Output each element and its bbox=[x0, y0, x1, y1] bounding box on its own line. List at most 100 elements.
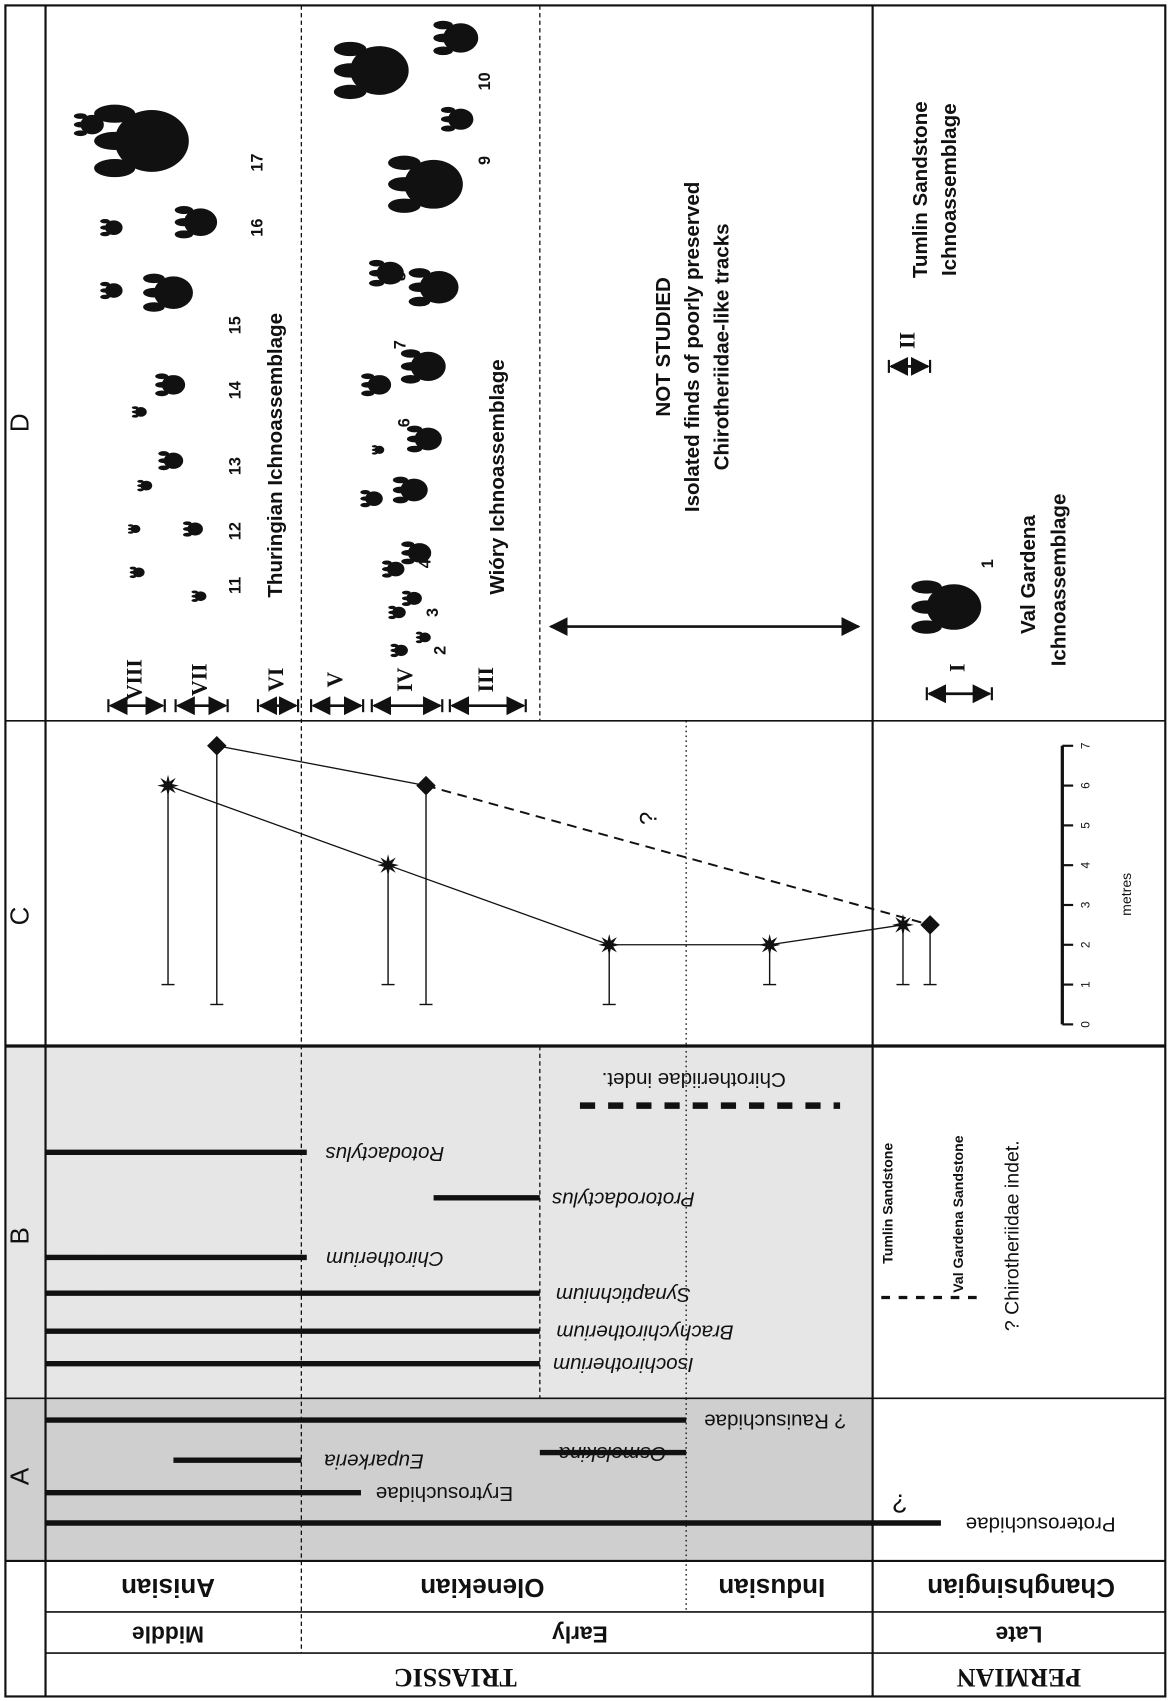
panel-letter: D bbox=[5, 413, 35, 432]
panel-b-bg bbox=[98, 1046, 873, 1398]
footprint-toe bbox=[361, 391, 374, 397]
panel-letter: C bbox=[5, 907, 35, 926]
taxon-label: ? Rauisuchidae bbox=[704, 1410, 846, 1433]
footprint-toe bbox=[132, 410, 139, 413]
legend-label: Val Gardena Sandstone bbox=[950, 1135, 966, 1292]
footprint-toe bbox=[401, 550, 414, 556]
footprint-toe bbox=[388, 177, 421, 191]
footprint-toe bbox=[183, 533, 192, 537]
footprint-toe bbox=[407, 426, 422, 433]
footprint-toe bbox=[382, 561, 392, 565]
footprint-toe bbox=[388, 199, 421, 213]
footprint-toe bbox=[393, 487, 408, 494]
taxon-label: Protorodactylus bbox=[552, 1187, 695, 1210]
footprint-toe bbox=[191, 595, 198, 598]
taxon-label: Rotodactylus bbox=[325, 1142, 444, 1165]
footprint-toe bbox=[360, 503, 370, 507]
footprint-toe bbox=[74, 130, 87, 136]
range-label: I bbox=[945, 664, 969, 672]
footprint-toe bbox=[407, 436, 422, 443]
footprint-toe bbox=[416, 636, 423, 639]
footprint-toe bbox=[158, 465, 169, 470]
track-number: 10 bbox=[476, 72, 494, 90]
question-mark: ? bbox=[636, 812, 663, 825]
range-label: III bbox=[474, 667, 498, 692]
footprint-toe bbox=[369, 260, 384, 267]
assemblage-label: Thuringian Ichnoassemblage bbox=[264, 313, 287, 598]
stage-label: Indusian bbox=[718, 1573, 825, 1603]
panel-b-bg bbox=[5, 1046, 45, 1398]
taxon-label: Brachychirotherium bbox=[556, 1321, 733, 1344]
track-number: 1 bbox=[979, 559, 997, 568]
footprint-toe bbox=[100, 232, 110, 236]
track-number: 15 bbox=[227, 316, 245, 334]
footprint-toe bbox=[409, 268, 431, 278]
footprint-toe bbox=[401, 349, 421, 358]
footprint-toe bbox=[137, 484, 144, 487]
taxon-label: Osmolskina bbox=[559, 1442, 667, 1465]
footprint-toe bbox=[100, 219, 110, 223]
footprint-toe bbox=[74, 113, 87, 119]
footprint-toe bbox=[382, 573, 392, 577]
footprint-toe bbox=[390, 644, 398, 647]
range-label: VI bbox=[264, 668, 288, 692]
footprint-toe bbox=[393, 477, 408, 484]
legend-label: Tumlin Sandstone bbox=[880, 1143, 896, 1264]
footprint-toe bbox=[441, 116, 455, 122]
footprint-toe bbox=[94, 105, 135, 123]
footprint-toe bbox=[130, 567, 137, 570]
footprint-toe bbox=[360, 496, 370, 500]
footprint-toe bbox=[369, 280, 384, 287]
footprint-toe bbox=[911, 580, 941, 593]
track-number: 12 bbox=[227, 522, 245, 540]
footprint-toe bbox=[911, 600, 941, 613]
star-marker bbox=[759, 934, 781, 956]
legend-label: ? Chirotheriidae indet. bbox=[1002, 1140, 1024, 1331]
footprint-toe bbox=[402, 602, 411, 606]
footprint-toe bbox=[382, 567, 392, 571]
footprint-toe bbox=[402, 596, 411, 600]
footprint-toe bbox=[361, 382, 374, 388]
footprint-toe bbox=[100, 288, 110, 292]
track-number: 6 bbox=[396, 418, 414, 427]
footprint-toe bbox=[128, 528, 133, 530]
not-studied-text: Chirotheriidae-like tracks bbox=[710, 223, 733, 470]
footprint-toe bbox=[334, 42, 367, 56]
assemblage-label: Ichnoassemblage bbox=[938, 103, 961, 276]
system-label: PERMIAN bbox=[957, 1663, 1081, 1692]
range-label: V bbox=[323, 671, 347, 687]
track-number: 13 bbox=[227, 457, 245, 475]
footprint-toe bbox=[433, 47, 453, 56]
footprint-toe bbox=[191, 599, 198, 602]
footprint-toe bbox=[100, 225, 110, 229]
footprint-toe bbox=[401, 541, 414, 547]
footprint-toe bbox=[74, 122, 87, 128]
system-label: TRIASSIC bbox=[394, 1663, 517, 1692]
taxon-label: Erytrosuchidae bbox=[376, 1482, 513, 1505]
footprint-toe bbox=[137, 488, 144, 491]
footprint-toe bbox=[407, 446, 422, 453]
taxon-label: Isochirotherium bbox=[553, 1353, 694, 1376]
footprint-toe bbox=[143, 302, 165, 312]
star-line bbox=[168, 786, 903, 945]
footprint-toe bbox=[94, 159, 135, 177]
dashed-link bbox=[426, 786, 930, 925]
track-number: 11 bbox=[227, 577, 245, 594]
footprint-toe bbox=[158, 458, 169, 463]
figure-body: DCBAVIIIVIIVIVIVIIIIII111213141516172345… bbox=[5, 5, 1166, 1696]
diamond-marker bbox=[920, 915, 940, 935]
not-studied-text: NOT STUDIED bbox=[652, 277, 675, 416]
footprint-toe bbox=[191, 590, 198, 593]
footprint-toe bbox=[137, 480, 144, 483]
footprint-toe bbox=[130, 571, 137, 574]
stage-label: Anisian bbox=[121, 1573, 215, 1603]
footprint-toe bbox=[416, 640, 423, 643]
question-mark: ? bbox=[892, 1488, 906, 1518]
range-label: VIII bbox=[123, 659, 147, 700]
panel-b-bg bbox=[46, 1046, 98, 1398]
tick-label: 4 bbox=[1078, 861, 1092, 868]
tick-label: 5 bbox=[1078, 822, 1092, 829]
footprint-toe bbox=[372, 452, 377, 454]
footprint-toe bbox=[130, 575, 137, 578]
series-label: Early bbox=[552, 1621, 608, 1647]
